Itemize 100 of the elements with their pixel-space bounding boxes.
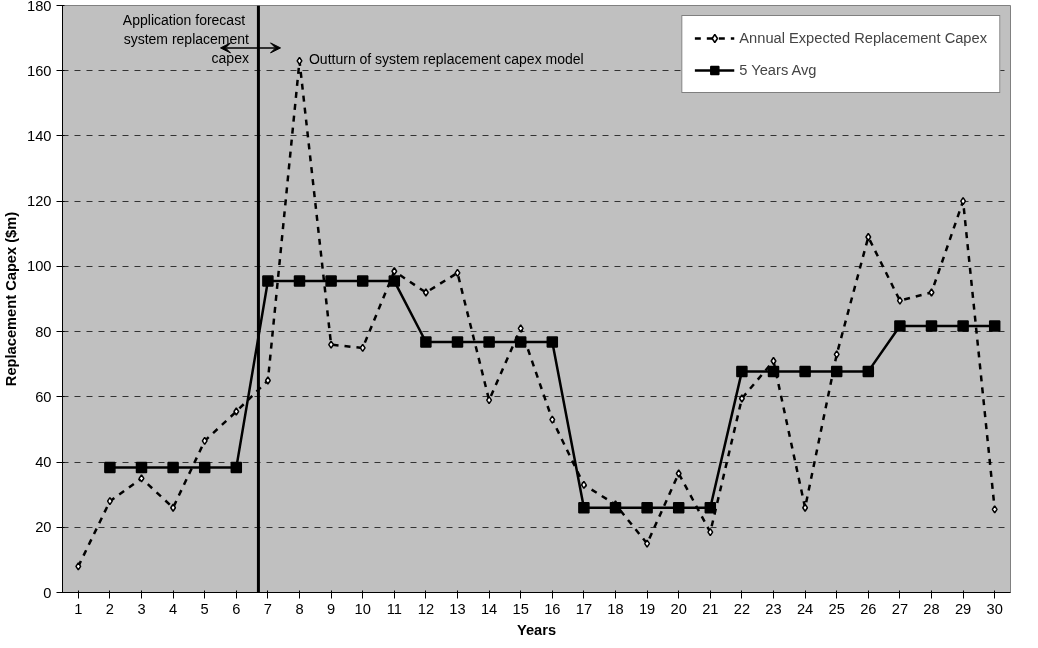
x-tick-label: 18 [607, 600, 624, 617]
y-tick-label: 160 [27, 62, 52, 79]
x-tick-label: 15 [512, 600, 529, 617]
point [738, 394, 745, 403]
y-tick-label: 20 [35, 519, 52, 536]
point [104, 461, 116, 474]
x-tick-label: 24 [796, 600, 814, 617]
point [672, 501, 685, 514]
y-tick-label: 80 [35, 323, 52, 340]
y-tick-label: 140 [27, 127, 52, 144]
point [198, 461, 211, 474]
point [201, 436, 208, 446]
point [451, 336, 464, 348]
x-tick-label: 14 [480, 600, 498, 617]
point [296, 56, 303, 66]
point [928, 288, 935, 297]
x-tick-label: 28 [923, 600, 940, 617]
point [106, 496, 113, 506]
y-tick-label: 120 [27, 193, 52, 210]
point [420, 336, 432, 348]
point [517, 324, 524, 333]
point [328, 340, 335, 349]
point [830, 365, 843, 378]
point [736, 365, 748, 378]
x-tick-label: 12 [417, 600, 435, 617]
x-tick-label: 13 [449, 600, 466, 617]
x-tick-label: 11 [386, 600, 402, 617]
point [546, 336, 559, 348]
point [486, 395, 493, 405]
x-tick-label: 20 [670, 600, 687, 617]
point [580, 480, 587, 490]
x-tick-label: 29 [954, 600, 972, 617]
point [896, 296, 903, 305]
point [325, 275, 337, 287]
point [960, 196, 967, 206]
x-tick-label: 25 [828, 600, 845, 617]
point [514, 336, 527, 348]
point [767, 365, 780, 378]
x-tick-label: 19 [638, 600, 656, 617]
point [167, 461, 179, 474]
point [549, 415, 556, 424]
point [359, 343, 366, 353]
point [233, 407, 240, 416]
x-tick-label: 6 [232, 600, 241, 617]
point [833, 350, 840, 359]
y-tick-label: 40 [35, 454, 52, 471]
point [644, 539, 651, 548]
x-tick-label: 16 [544, 600, 561, 617]
point [799, 365, 811, 378]
point [991, 505, 998, 514]
point [138, 474, 145, 483]
point [925, 320, 938, 332]
y-tick-label: 180 [27, 0, 52, 14]
point [170, 503, 177, 512]
point [957, 320, 969, 332]
annotation: Application forecast system replacement capex [122, 12, 250, 67]
point [483, 336, 495, 348]
point [454, 268, 461, 278]
annotation: Outturn of system replacement capex model [308, 51, 584, 68]
x-tick-label: 21 [702, 600, 719, 617]
x-tick-label: 30 [986, 600, 1003, 617]
point [770, 356, 777, 366]
point [675, 469, 682, 478]
point [293, 275, 306, 287]
x-tick-label: 27 [891, 600, 909, 617]
point [802, 503, 809, 512]
point [391, 267, 398, 276]
x-tick-label: 7 [263, 600, 272, 617]
x-tick-label: 26 [860, 600, 877, 617]
point [388, 275, 401, 287]
x-tick-label: 1 [74, 600, 83, 617]
point [704, 501, 717, 514]
point [865, 232, 872, 242]
point [356, 275, 369, 287]
y-tick-label: 0 [43, 584, 52, 601]
x-tick-label: 17 [575, 600, 593, 617]
point [894, 320, 906, 332]
point [264, 376, 271, 385]
x-tick-label: 22 [733, 600, 751, 617]
x-tick-label: 5 [200, 600, 209, 617]
x-tick-label: 2 [105, 600, 114, 617]
point [609, 501, 622, 514]
point [578, 501, 590, 514]
point [707, 527, 714, 537]
point [988, 320, 1001, 332]
point [262, 275, 274, 287]
x-tick-label: 23 [765, 600, 782, 617]
x-tick-label: 4 [169, 600, 178, 617]
legend-label: Annual Expected Replacement Capex [739, 30, 987, 46]
y-axis-title: Replacement Capex ($m) [3, 211, 20, 387]
point [135, 461, 148, 474]
x-tick-label: 9 [327, 600, 336, 617]
point [422, 288, 429, 297]
point [230, 461, 243, 474]
x-tick-label: 10 [354, 600, 371, 617]
point [862, 365, 875, 378]
x-tick-label: 3 [137, 600, 146, 617]
point [641, 501, 653, 514]
y-tick-label: 60 [35, 388, 52, 405]
y-tick-label: 100 [27, 258, 52, 275]
